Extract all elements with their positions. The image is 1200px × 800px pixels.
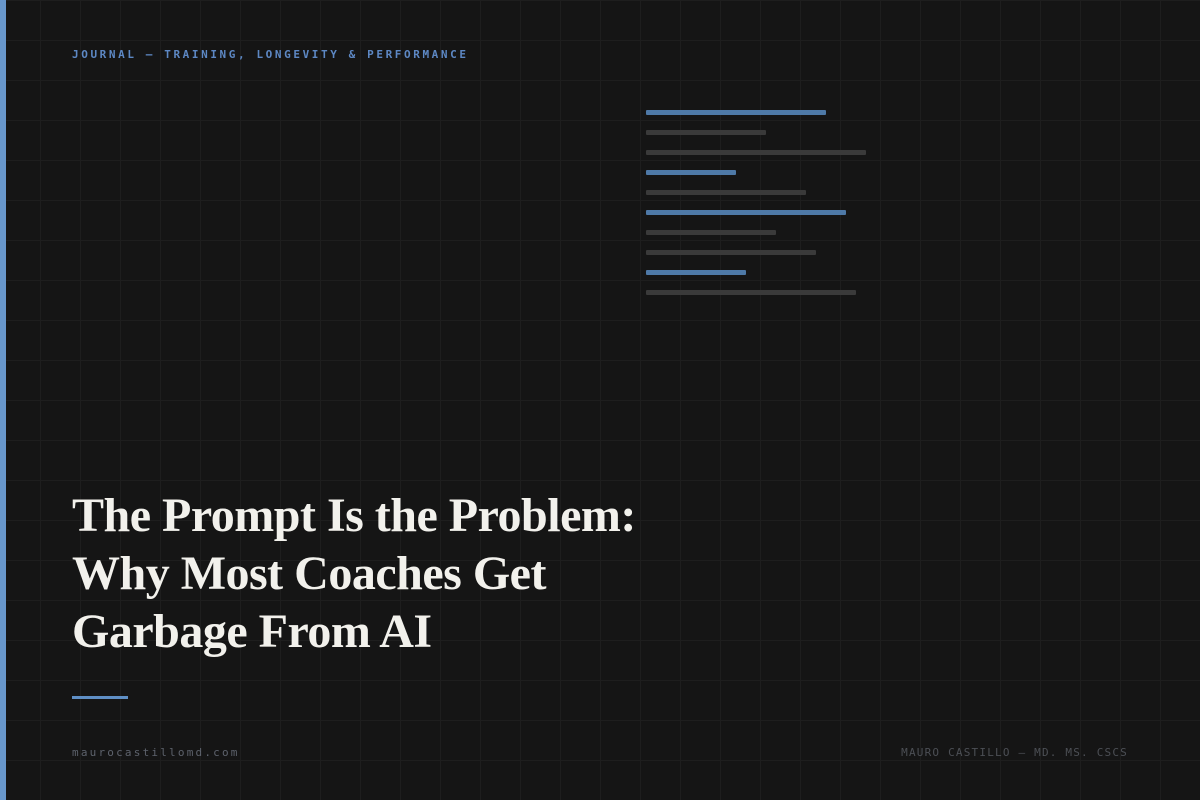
skeleton-bar xyxy=(646,170,736,175)
skeleton-bar xyxy=(646,110,826,115)
journal-kicker: JOURNAL — TRAINING, LONGEVITY & PERFORMA… xyxy=(72,48,469,61)
skeleton-bar xyxy=(646,270,746,275)
skeleton-bar xyxy=(646,190,806,195)
skeleton-bar xyxy=(646,150,866,155)
skeleton-lines xyxy=(646,110,866,310)
footer-author-credentials: MAURO CASTILLO — MD. MS. CSCS xyxy=(901,746,1128,759)
skeleton-bar xyxy=(646,130,766,135)
article-title: The Prompt Is the Problem: Why Most Coac… xyxy=(72,487,636,661)
title-line-2: Why Most Coaches Get xyxy=(72,547,546,600)
skeleton-bar xyxy=(646,250,816,255)
skeleton-bar xyxy=(646,230,776,235)
title-line-1: The Prompt Is the Problem: xyxy=(72,489,636,542)
footer-website-url[interactable]: maurocastillomd.com xyxy=(72,746,240,759)
skeleton-bar xyxy=(646,210,846,215)
left-accent-bar xyxy=(0,0,6,800)
title-line-3: Garbage From AI xyxy=(72,605,432,658)
title-underline-rule xyxy=(72,696,128,699)
skeleton-bar xyxy=(646,290,856,295)
